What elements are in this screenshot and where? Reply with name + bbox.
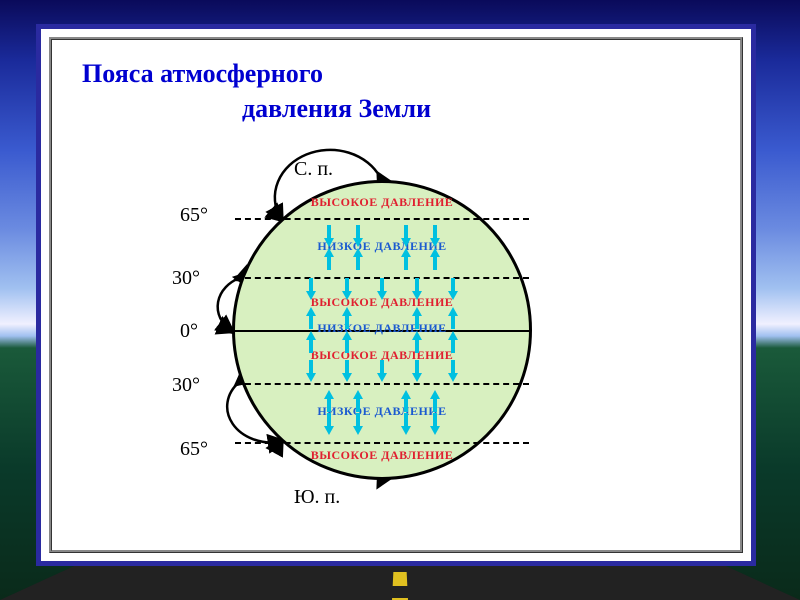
pressure-arrow-icon [448,307,458,329]
pressure-arrow-icon [342,307,352,329]
band-eq-low: НИЗКОЕ ДАВЛЕНИЕ [235,321,529,336]
pressure-arrow-icon [324,390,334,412]
slide-title: Пояса атмосферного давления Земли [82,56,710,126]
pressure-arrow-icon [412,307,422,329]
pressure-arrow-icon [401,248,411,270]
pressure-arrow-icon [342,360,352,382]
slide-inner-frame: Пояса атмосферного давления Земли [49,37,743,553]
pressure-arrow-icon [306,278,316,300]
lat-65n [235,218,529,220]
pressure-arrow-icon [401,413,411,435]
lat-30s [235,383,529,385]
pressure-arrow-icon [377,278,387,300]
pressure-arrow-icon [324,248,334,270]
pressure-arrow-icon [324,225,334,247]
slide-outer-frame: Пояса атмосферного давления Земли [36,24,756,566]
pressure-arrow-icon [430,225,440,247]
pressure-arrow-icon [430,413,440,435]
pressure-arrow-icon [306,331,316,353]
label-eq: 0° [180,320,198,343]
band-60n-low: НИЗКОЕ ДАВЛЕНИЕ [235,239,529,254]
pressure-arrow-icon [353,413,363,435]
pressure-arrow-icon [377,360,387,382]
band-60s-low: НИЗКОЕ ДАВЛЕНИЕ [235,404,529,419]
pressure-arrow-icon [412,331,422,353]
label-south-pole: Ю. п. [294,486,340,509]
pressure-arrow-icon [448,331,458,353]
pressure-arrow-icon [412,278,422,300]
label-65n: 65° [180,204,208,227]
lat-65s [235,442,529,444]
pressure-arrow-icon [430,248,440,270]
pressure-arrow-icon [412,360,422,382]
band-sp-high: ВЫСОКОЕ ДАВЛЕНИЕ [235,448,529,463]
pressure-arrow-icon [353,248,363,270]
globe: ВЫСОКОЕ ДАВЛЕНИЕ НИЗКОЕ ДАВЛЕНИЕ ВЫСОКОЕ… [232,180,532,480]
pressure-arrow-icon [342,278,352,300]
pressure-arrow-icon [342,331,352,353]
pressure-arrow-icon [401,225,411,247]
pressure-arrow-icon [306,360,316,382]
band-np-high: ВЫСОКОЕ ДАВЛЕНИЕ [235,195,529,210]
title-line-1: Пояса атмосферного [82,59,323,88]
pressure-arrow-icon [306,307,316,329]
pressure-arrow-icon [324,413,334,435]
pressure-arrow-icon [430,390,440,412]
label-30s: 30° [172,374,200,397]
title-line-2: давления Земли [82,91,710,126]
pressure-arrow-icon [353,225,363,247]
label-north-pole: С. п. [294,158,333,181]
pressure-arrow-icon [401,390,411,412]
label-65s: 65° [180,438,208,461]
pressure-arrow-icon [353,390,363,412]
pressure-belts-diagram: ВЫСОКОЕ ДАВЛЕНИЕ НИЗКОЕ ДАВЛЕНИЕ ВЫСОКОЕ… [122,150,552,530]
pressure-arrow-icon [448,360,458,382]
label-30n: 30° [172,267,200,290]
pressure-arrow-icon [448,278,458,300]
